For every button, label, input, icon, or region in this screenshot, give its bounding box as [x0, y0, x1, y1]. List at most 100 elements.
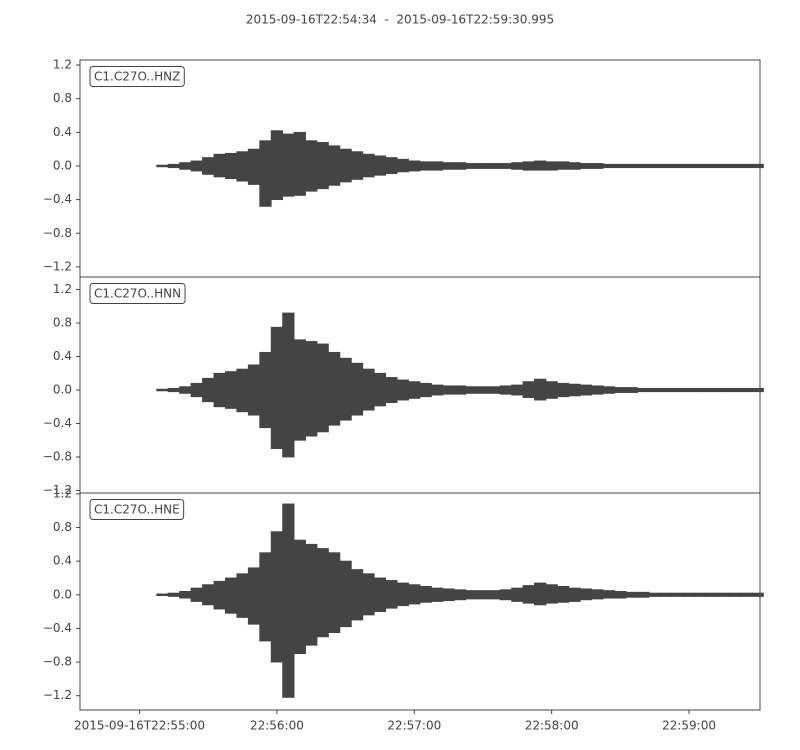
- y-tick-label: 1.2: [53, 282, 72, 296]
- waveform-sample: [282, 312, 295, 458]
- waveform-sample: [499, 385, 512, 395]
- waveform-sample: [270, 326, 284, 450]
- waveform-sample: [568, 162, 581, 170]
- waveform-sample: [717, 387, 730, 393]
- waveform-sample: [431, 587, 444, 602]
- waveform-sample: [224, 371, 238, 409]
- legend-box: [89, 283, 186, 304]
- waveform-sample: [236, 368, 249, 413]
- waveform-sample: [625, 591, 638, 598]
- waveform-sample: [316, 343, 329, 433]
- panel-frame: [79, 492, 761, 711]
- y-tick-label: −0.4: [43, 192, 72, 206]
- waveform-sample: [373, 155, 387, 176]
- waveform-sample: [499, 163, 512, 169]
- waveform-sample: [385, 157, 398, 174]
- waveform-sample: [339, 148, 352, 183]
- waveform-sample: [431, 161, 444, 171]
- waveform-sample: [373, 372, 387, 407]
- waveform-sample: [625, 387, 638, 393]
- y-tick-label: 0.4: [53, 125, 72, 139]
- waveform-sample: [740, 592, 753, 597]
- waveform-sample: [614, 387, 627, 393]
- waveform-sample: [236, 573, 249, 618]
- waveform-sample: [339, 357, 352, 421]
- waveform-sample: [591, 385, 604, 395]
- waveform-sample: [671, 387, 684, 393]
- y-tick-label: 0.8: [53, 520, 72, 534]
- waveform-sample: [270, 130, 284, 201]
- waveform-sample: [648, 387, 661, 393]
- waveform-sample: [224, 152, 238, 179]
- waveform-sample: [751, 387, 764, 393]
- waveform-sample: [213, 372, 226, 408]
- waveform-sample: [259, 140, 272, 207]
- waveform-sample: [179, 386, 192, 394]
- waveform-sample: [579, 588, 593, 601]
- waveform-sample: [476, 386, 490, 394]
- waveform-sample: [545, 161, 558, 171]
- waveform-sample: [728, 163, 741, 169]
- waveform-sample: [259, 552, 272, 642]
- y-tick-label: −0.8: [43, 450, 72, 464]
- waveform-sample: [705, 387, 719, 393]
- y-tick-label: −0.4: [43, 416, 72, 430]
- x-tick-label: 2015-09-16T22:55:00: [74, 719, 205, 733]
- waveform-sample: [694, 163, 707, 169]
- waveform-sample: [614, 163, 627, 169]
- waveform-sample: [179, 591, 192, 599]
- waveform-sample: [740, 387, 753, 393]
- x-tick-label: 22:56:00: [250, 719, 304, 733]
- waveform-sample: [408, 584, 421, 605]
- waveform-sample: [648, 592, 661, 597]
- waveform-sample: [522, 381, 535, 398]
- waveform-sample: [362, 573, 375, 616]
- waveform-sample: [476, 590, 490, 600]
- waveform-sample: [660, 592, 673, 597]
- waveform-sample: [270, 531, 284, 663]
- waveform-sample: [488, 386, 501, 394]
- waveform-sample: [728, 387, 741, 393]
- waveform-sample: [602, 386, 616, 394]
- waveform-sample: [660, 387, 673, 393]
- waveform-sample: [556, 382, 570, 398]
- waveform-sample: [419, 161, 432, 171]
- waveform-sample: [465, 590, 478, 600]
- waveform-sample: [224, 577, 238, 614]
- waveform-sample: [511, 587, 524, 602]
- waveform-sample: [190, 587, 203, 602]
- waveform-sample: [362, 368, 375, 411]
- waveform-sample: [305, 543, 318, 646]
- y-tick-label: 0.0: [53, 383, 72, 397]
- x-tick-label: 22:57:00: [387, 719, 441, 733]
- y-tick-label: 0.4: [53, 349, 72, 363]
- waveform-sample: [568, 587, 581, 602]
- waveform-sample: [293, 131, 306, 196]
- waveform-sample: [385, 580, 398, 609]
- waveform-sample: [579, 384, 593, 396]
- y-tick-label: 0.0: [53, 587, 72, 601]
- y-tick-label: 0.0: [53, 158, 72, 172]
- waveform-sample: [682, 387, 696, 393]
- waveform-sample: [431, 384, 444, 396]
- waveform-sample: [396, 158, 409, 173]
- waveform-sample: [648, 163, 661, 169]
- waveform-sample: [419, 382, 432, 398]
- waveform-sample: [637, 387, 650, 393]
- waveform-sample: [213, 580, 226, 610]
- waveform-sample: [499, 589, 512, 601]
- waveform-sample: [614, 591, 627, 599]
- waveform-sample: [682, 592, 696, 597]
- waveform-sample: [660, 163, 673, 169]
- waveform-sample: [602, 590, 616, 599]
- waveform-sample: [534, 378, 547, 401]
- waveform-sample: [396, 379, 409, 401]
- waveform-sample: [682, 163, 696, 169]
- legend-label: C1.C27O..HNZ: [94, 70, 180, 84]
- waveform-sample: [465, 163, 478, 169]
- waveform-sample: [350, 362, 364, 416]
- waveform-sample: [305, 341, 318, 437]
- waveform-sample: [442, 162, 455, 170]
- waveform-sample: [247, 364, 261, 416]
- waveform-sample: [350, 569, 364, 621]
